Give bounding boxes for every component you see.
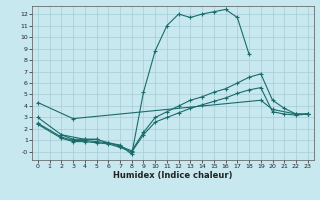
X-axis label: Humidex (Indice chaleur): Humidex (Indice chaleur) xyxy=(113,171,233,180)
